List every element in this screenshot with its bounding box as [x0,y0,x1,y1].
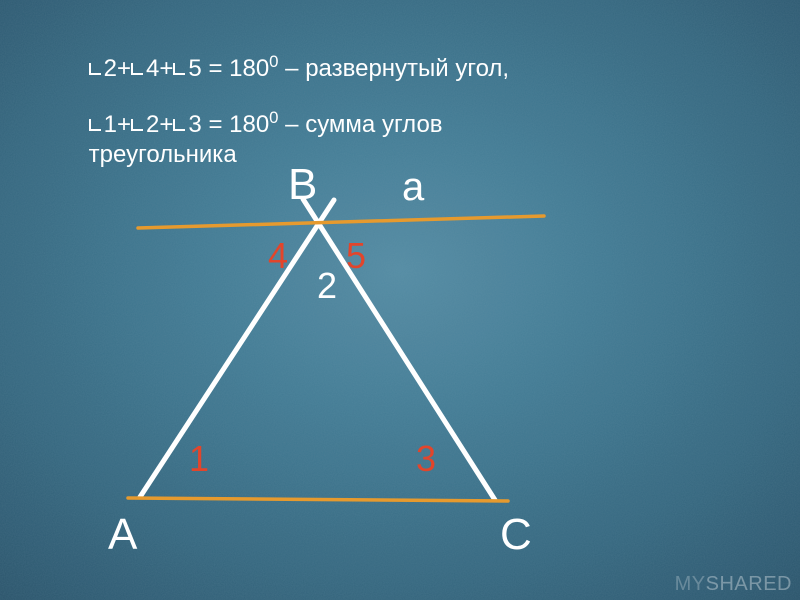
angle-5: 5 [346,235,366,277]
vertex-a-label: A [108,510,137,560]
angle-1: 1 [189,438,209,480]
vertex-b-label: B [288,160,317,210]
angle-symbol [173,63,185,75]
txt-sup: 0 [269,108,278,127]
watermark-left: MY [675,573,706,595]
slide-content: 2+4+5 = 1800 – развернутый угол, 1+2+3 =… [0,0,800,600]
angle-symbol [89,63,101,75]
angle-symbol [131,63,143,75]
watermark: MYSHARED [675,573,792,596]
theorem-line-3: треугольника [62,108,237,202]
watermark-right: SHARED [706,573,792,595]
side-ac [128,498,508,501]
txt: треугольника [89,141,237,168]
side-ab [140,200,334,497]
angle-3: 3 [416,438,436,480]
angle-2: 2 [317,265,337,307]
line-a [138,216,544,228]
txt-sup: 0 [269,52,278,71]
side-bc [303,199,495,500]
vertex-c-label: C [500,510,532,560]
angle-4: 4 [268,235,288,277]
line-a-label: а [402,165,424,210]
txt: – сумма углов [279,111,443,138]
